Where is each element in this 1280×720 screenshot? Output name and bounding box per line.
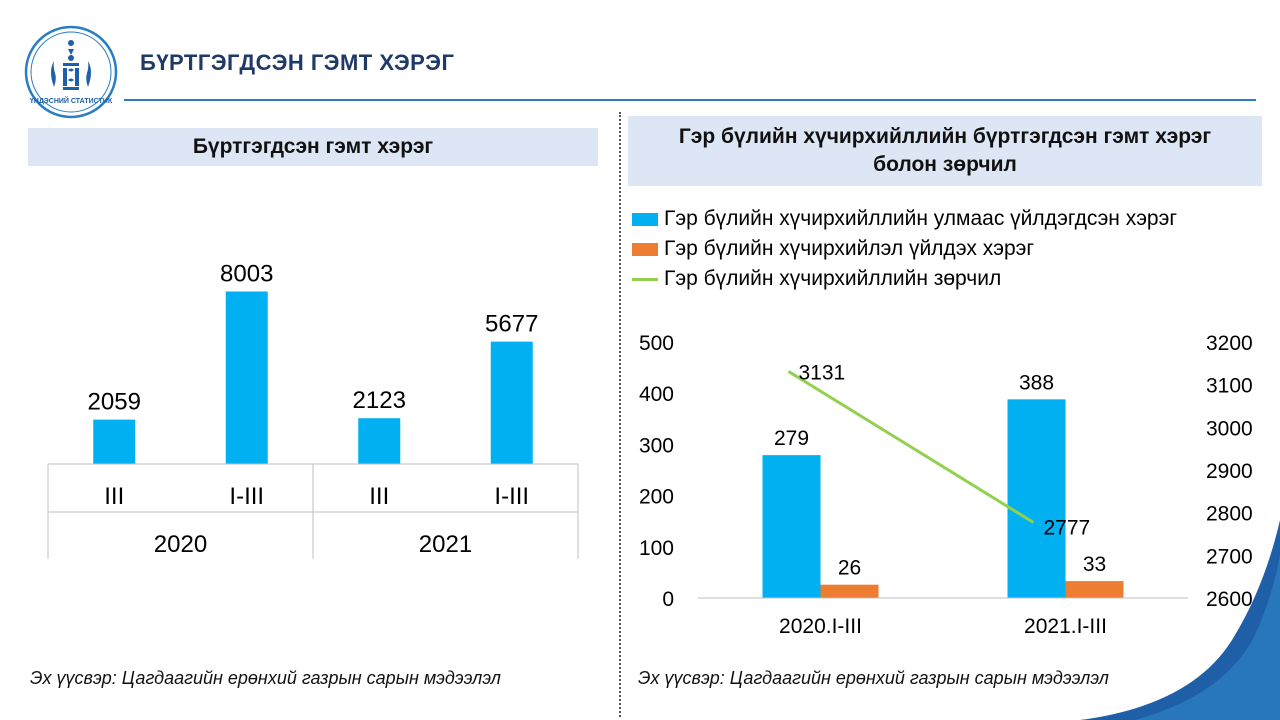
bar-2 <box>225 291 268 464</box>
data-label-3: 2123 <box>353 387 406 414</box>
right-tick-2700: 2700 <box>1206 545 1253 568</box>
bar-1 <box>93 419 136 464</box>
left-panel-heading: Бүртгэгдсэн гэмт хэрэг <box>28 128 598 166</box>
right-panel-heading-line2: болон зөрчил <box>873 153 1017 176</box>
legend-label-series-2: Гэр бүлийн хүчирхийлэл үйлдэх хэрэг <box>664 237 1035 260</box>
category-label-2: 2021.I-III <box>1024 615 1107 638</box>
group-label-2020: 2020 <box>154 531 207 558</box>
right-panel-heading: Гэр бүлийн хүчирхийллийн бүртгэгдсэн гэм… <box>628 116 1262 186</box>
right-tick-2900: 2900 <box>1206 460 1253 483</box>
left-source-note: Эх үүсвэр: Цагдаагийн ерөнхий газрын сар… <box>30 668 501 688</box>
category-label-4: I-III <box>494 483 529 510</box>
right-tick-3000: 3000 <box>1206 417 1253 440</box>
right-chart-legend: Гэр бүлийн хүчирхийллийн улмаас үйлдэгдс… <box>632 204 1177 294</box>
legend-line-green <box>632 277 658 281</box>
legend-label-series-3: Гэр бүлийн хүчирхийллийн зөрчил <box>664 267 1002 290</box>
left-tick-0: 0 <box>662 588 674 611</box>
data-label-s3-2: 2777 <box>1044 516 1091 539</box>
legend-item-series-2: Гэр бүлийн хүчирхийлэл үйлдэх хэрэг <box>632 234 1177 264</box>
left-tick-500: 500 <box>639 332 674 355</box>
group-label-2021: 2021 <box>419 531 472 558</box>
corner-decoration <box>1080 520 1280 720</box>
data-label-s2-1: 26 <box>838 557 861 580</box>
data-label-s3-1: 3131 <box>799 361 846 384</box>
left-panel-heading-text: Бүртгэгдсэн гэмт хэрэг <box>192 135 434 158</box>
page-title: БҮРТГЭГДСЭН ГЭМТ ХЭРЭГ <box>140 50 455 75</box>
data-label-4: 5677 <box>485 311 538 338</box>
category-label-2: I-III <box>229 483 264 510</box>
bar-s2-2 <box>1065 581 1124 598</box>
panel-divider <box>619 112 621 717</box>
data-label-1: 2059 <box>88 389 141 416</box>
data-label-s2-2: 33 <box>1083 553 1106 576</box>
left-tick-300: 300 <box>639 434 674 457</box>
right-tick-3200: 3200 <box>1206 332 1253 355</box>
left-tick-400: 400 <box>639 383 674 406</box>
header-divider <box>124 99 1256 101</box>
data-label-2: 8003 <box>220 260 273 287</box>
right-tick-2600: 2600 <box>1206 588 1253 611</box>
data-label-s1-2: 388 <box>1019 371 1054 394</box>
right-source-note: Эх үүсвэр: Цагдаагийн ерөнхий газрын сар… <box>638 668 1109 688</box>
category-label-1: III <box>104 483 124 510</box>
data-label-s1-1: 279 <box>774 427 809 450</box>
legend-label-series-1: Гэр бүлийн хүчирхийллийн улмаас үйлдэгдс… <box>664 207 1177 230</box>
category-label-3: III <box>369 483 389 510</box>
bar-s1-1 <box>762 455 821 598</box>
legend-item-series-3: Гэр бүлийн хүчирхийллийн зөрчил <box>632 264 1177 294</box>
legend-item-series-1: Гэр бүлийн хүчирхийллийн улмаас үйлдэгдс… <box>632 204 1177 234</box>
left-tick-100: 100 <box>639 537 674 560</box>
right-tick-2800: 2800 <box>1206 503 1253 526</box>
right-panel-heading-line1: Гэр бүлийн хүчирхийллийн бүртгэгдсэн гэм… <box>678 125 1212 148</box>
legend-swatch-blue <box>632 212 658 226</box>
right-tick-3100: 3100 <box>1206 375 1253 398</box>
left-bar-chart: 2059 III 8003 I-III 2123 III 5677 I-III 2020 2021 <box>28 200 598 570</box>
bar-s1-2 <box>1007 399 1066 598</box>
logo-text: ҮНДЭСНИЙ СТАТИСТИК <box>30 96 113 105</box>
bar-s2-1 <box>820 584 879 598</box>
series-line-3 <box>787 370 1035 524</box>
legend-swatch-orange <box>632 242 658 256</box>
national-statistics-logo: ҮНДЭСНИЙ СТАТИСТИК <box>24 25 118 119</box>
bar-3 <box>358 418 401 464</box>
category-label-1: 2020.I-III <box>779 615 862 638</box>
left-tick-200: 200 <box>639 486 674 509</box>
bar-4 <box>490 341 533 464</box>
right-combo-chart: 0 100 200 300 400 500 2600 2700 2800 2900 3000 3100… <box>639 332 1253 638</box>
